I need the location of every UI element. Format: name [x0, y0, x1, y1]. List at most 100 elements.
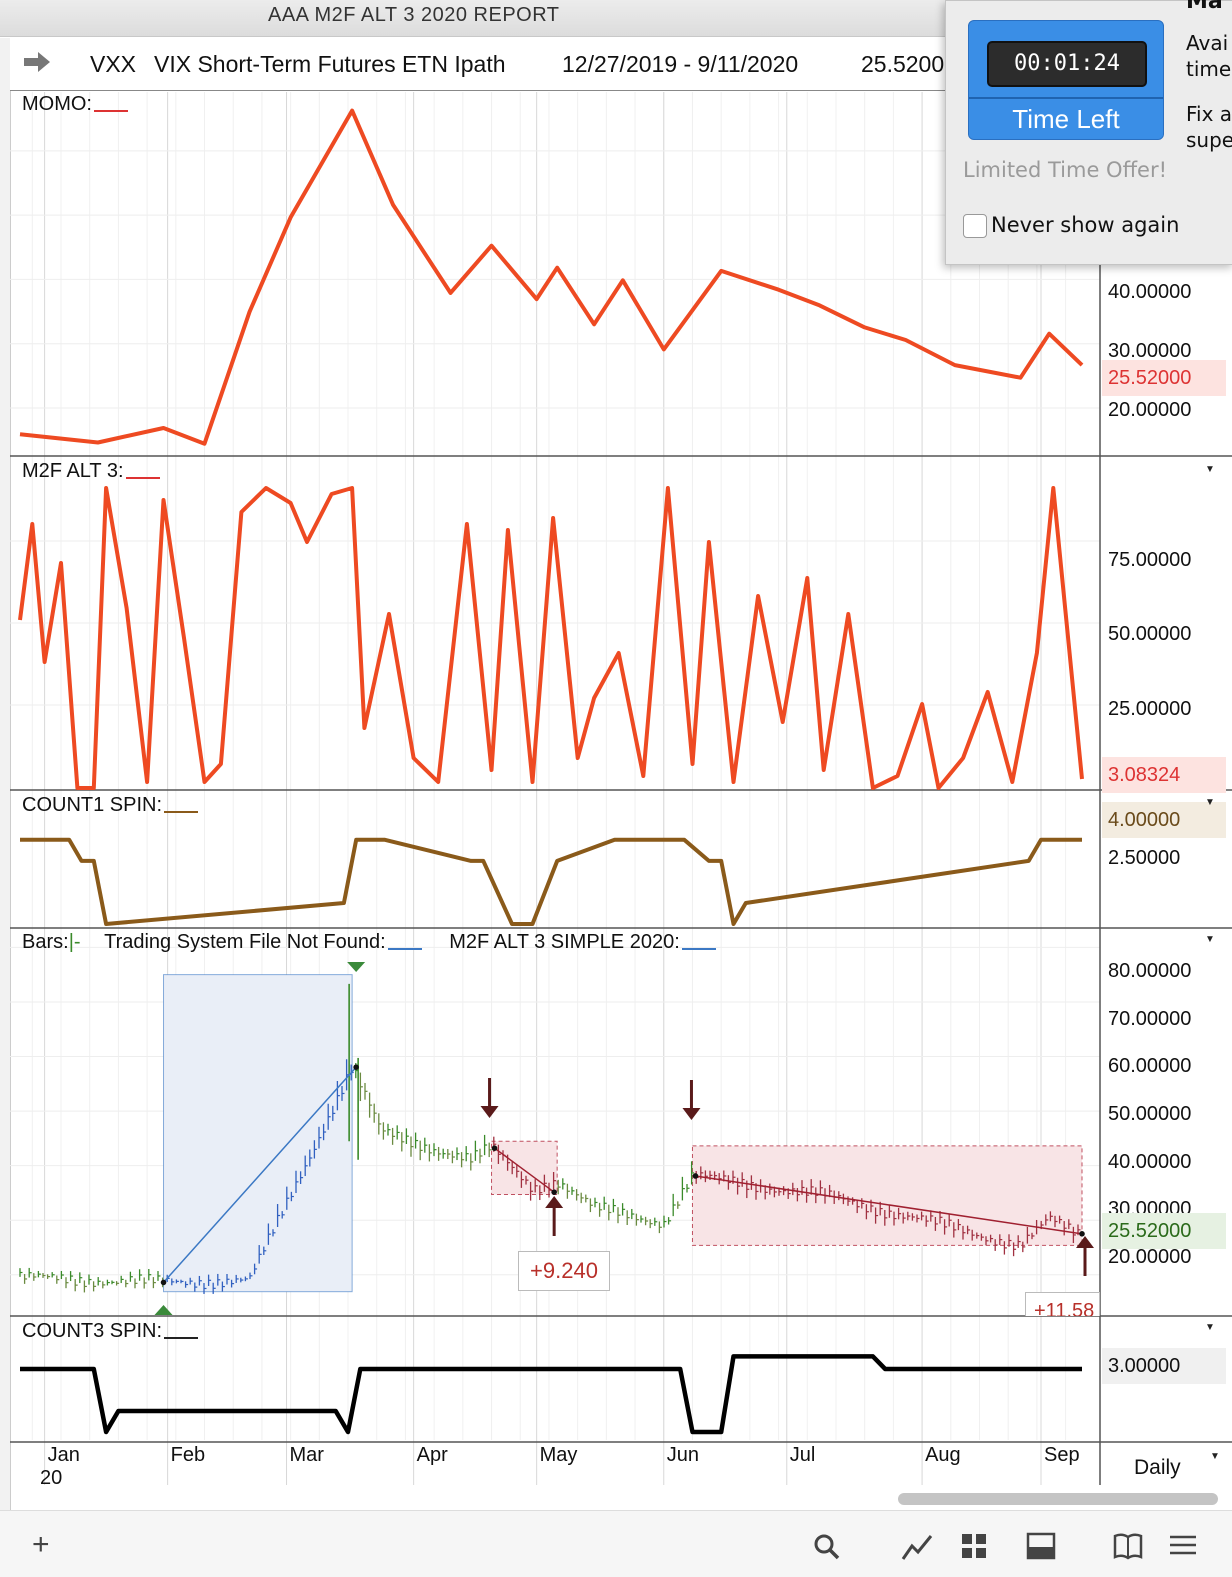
month-label: Sep — [1043, 1444, 1080, 1466]
panel-label-m2f: M2F ALT 3: — [22, 460, 160, 483]
m2f-line — [18, 486, 1084, 790]
year-label: 20 — [40, 1467, 63, 1489]
short-entry-arrow — [480, 1078, 499, 1118]
m2f-tick: 50.00000 — [1108, 623, 1192, 645]
period-menu-icon[interactable]: ▼ — [1210, 1451, 1220, 1462]
trade1-profit-label: +9.240 — [518, 1251, 610, 1291]
momo-tick: 40.00000 — [1108, 281, 1192, 303]
arrow-head — [1076, 1236, 1094, 1248]
panel-label-momo: MOMO: — [22, 93, 128, 116]
bars-tick: 40.00000 — [1108, 1151, 1192, 1173]
popup-side-text: supe — [1186, 128, 1232, 152]
add-icon[interactable]: + — [32, 1528, 50, 1561]
short-trade-line — [695, 1175, 1083, 1235]
never-show-checkbox[interactable] — [963, 214, 987, 238]
panel-label-count1: COUNT1 SPIN: — [22, 794, 199, 817]
short-cover-arrow — [545, 1196, 564, 1236]
trade-point — [1079, 1231, 1085, 1237]
long-trade-box — [163, 974, 353, 1293]
bars-current-value: 25.52000 — [1102, 1213, 1226, 1249]
popup-side-text: Ma — [1186, 0, 1223, 14]
bottom-toolbar — [0, 1510, 1232, 1577]
time-left-label: Time Left — [969, 97, 1163, 139]
month-label: Feb — [170, 1444, 206, 1466]
panel-menu-icon[interactable]: ▼ — [1205, 464, 1215, 475]
short-trade-line — [494, 1147, 555, 1193]
short-entry-arrow — [682, 1080, 701, 1120]
never-show-label[interactable]: Never show again — [991, 213, 1180, 237]
window-title: AAA M2F ALT 3 2020 REPORT — [268, 4, 560, 26]
panel-frames — [10, 90, 1232, 1485]
short-cover-arrow — [1076, 1236, 1094, 1276]
m2f-tick: 75.00000 — [1108, 549, 1192, 571]
month-label: Mar — [289, 1444, 324, 1466]
chart-area[interactable] — [0, 0, 1232, 1510]
momo-current-value: 25.52000 — [1102, 360, 1226, 396]
trade-point — [160, 1279, 167, 1286]
left-strip — [0, 38, 11, 1510]
bars-tick: 80.00000 — [1108, 960, 1192, 982]
month-label: Aug — [925, 1444, 961, 1466]
trade-point — [551, 1189, 557, 1195]
count1-tick: 2.50000 — [1108, 847, 1181, 869]
short-trade-box — [691, 1145, 1083, 1246]
book-icon[interactable] — [1112, 1532, 1144, 1567]
limited-offer-popup: 00:01:24 Time Left Limited Time Offer! N… — [945, 0, 1232, 265]
search-icon[interactable] — [812, 1532, 842, 1569]
trade-point — [491, 1145, 498, 1151]
long-exit-arrow — [347, 962, 366, 972]
bars-tick: 60.00000 — [1108, 1055, 1192, 1077]
trade2-profit-label: +11.58 — [1025, 1292, 1100, 1316]
arrow-head — [480, 1106, 499, 1118]
bars-tick: 50.00000 — [1108, 1103, 1192, 1125]
ticker[interactable]: VXX — [90, 51, 137, 77]
m2f-tick: 25.00000 — [1108, 698, 1192, 720]
grid-layout-icon[interactable] — [960, 1532, 988, 1567]
ohlc-bars — [19, 983, 1081, 1294]
draw-line-icon[interactable] — [900, 1532, 934, 1569]
momo-tick: 20.00000 — [1108, 399, 1192, 421]
period-selector[interactable]: Daily — [1134, 1456, 1181, 1479]
count3-current-value: 3.00000 — [1102, 1348, 1226, 1384]
panel-menu-icon[interactable]: ▼ — [1205, 797, 1215, 808]
instrument-name: VIX Short-Term Futures ETN Ipath — [154, 51, 506, 77]
popup-side-text: time — [1186, 57, 1232, 81]
horizontal-scrollbar[interactable] — [898, 1493, 1218, 1505]
last-price: 25.5200 — [861, 51, 945, 77]
popup-side-text: Avai — [1186, 31, 1229, 55]
arrow-head — [545, 1196, 564, 1208]
trade-markers — [154, 962, 1094, 1315]
count1-current-value: 4.00000 — [1102, 802, 1226, 838]
panel-layout-icon[interactable] — [1026, 1532, 1056, 1567]
offer-text: Limited Time Offer! — [963, 158, 1168, 182]
month-label: Jul — [789, 1444, 816, 1466]
panel-label-bars: Bars:|- Trading System File Not Found: M… — [22, 931, 716, 954]
count3-line — [20, 1354, 1082, 1435]
long-entry-arrow — [154, 1305, 173, 1315]
m2f-current-value: 3.08324 — [1102, 757, 1226, 793]
bars-tick: 70.00000 — [1108, 1008, 1192, 1030]
trade-boxes — [163, 974, 1083, 1293]
arrow-head — [682, 1108, 701, 1120]
panel-label-count3: COUNT3 SPIN: — [22, 1320, 199, 1343]
trade-point — [692, 1173, 699, 1179]
series — [18, 108, 1084, 1435]
countdown-timer: 00:01:24 — [987, 41, 1147, 87]
menu-icon[interactable] — [1168, 1532, 1198, 1565]
trade-point — [353, 1064, 359, 1070]
momo-tick: 30.00000 — [1108, 340, 1192, 362]
panel-menu-icon[interactable]: ▼ — [1205, 934, 1215, 945]
bars-tick: 20.00000 — [1108, 1246, 1192, 1268]
panel-menu-icon[interactable]: ▼ — [1205, 1322, 1215, 1333]
go-arrow-icon[interactable] — [22, 50, 52, 80]
time-left-button[interactable]: 00:01:24 Time Left — [968, 20, 1164, 140]
month-label: Jan — [47, 1444, 80, 1466]
month-label: May — [539, 1444, 578, 1466]
month-label: Apr — [416, 1444, 448, 1466]
date-range: 12/27/2019 - 9/11/2020 — [562, 51, 799, 77]
momo-line — [19, 108, 1084, 446]
long-trade-line — [162, 1066, 357, 1283]
popup-side-text: Fix a — [1186, 102, 1232, 126]
count1-line — [20, 837, 1082, 926]
month-label: Jun — [666, 1444, 699, 1466]
